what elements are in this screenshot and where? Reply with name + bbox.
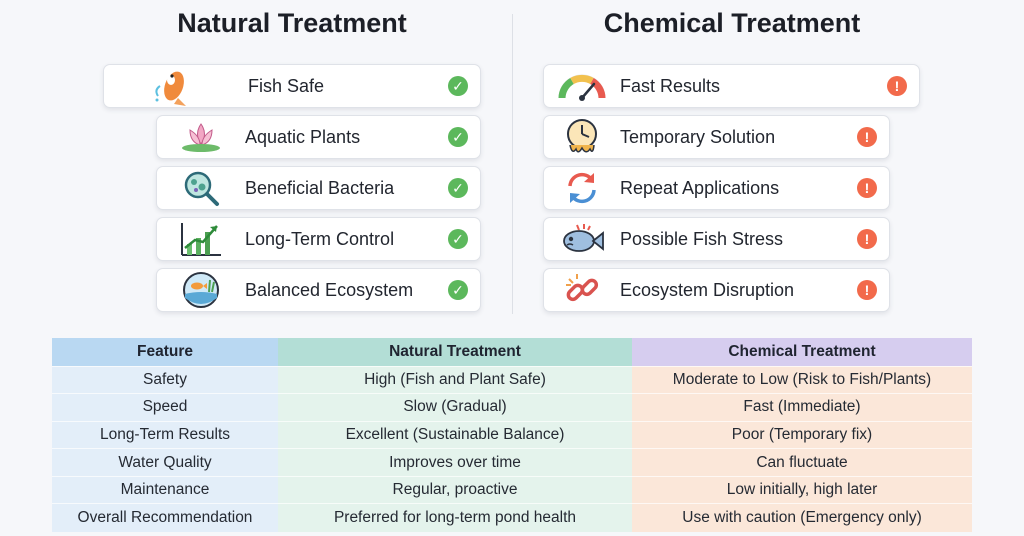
header-natural-treatment: Natural Treatment (278, 338, 632, 366)
feature-cell: Speed (52, 393, 278, 422)
melting-clock-icon (544, 116, 620, 158)
chemical-card-repeat-applications: Repeat Applications ! (543, 166, 890, 210)
chemical-card-ecosystem-disruption: Ecosystem Disruption ! (543, 268, 890, 312)
natural-cell: Preferred for long-term pond health (278, 503, 632, 532)
natural-cell: Excellent (Sustainable Balance) (278, 420, 632, 449)
chemical-cell: Low initially, high later (632, 475, 972, 504)
warning-circle-icon: ! (887, 76, 907, 96)
warning-circle-icon: ! (857, 280, 877, 300)
check-circle-icon: ✓ (448, 127, 468, 147)
table-row: Safety High (Fish and Plant Safe) Modera… (52, 365, 972, 394)
warning-circle-icon: ! (857, 229, 877, 249)
table-header-row: Feature Natural Treatment Chemical Treat… (52, 338, 972, 366)
table-row: Maintenance Regular, proactive Low initi… (52, 475, 972, 504)
feature-cell: Safety (52, 365, 278, 394)
natural-item-label: Long-Term Control (245, 228, 395, 249)
natural-item-label: Beneficial Bacteria (245, 177, 395, 198)
natural-card-aquatic-plants: Aquatic Plants ✓ (156, 115, 481, 159)
warning-circle-icon: ! (857, 178, 877, 198)
chemical-cell: Use with caution (Emergency only) (632, 503, 972, 532)
natural-cell: Improves over time (278, 448, 632, 477)
chemical-item-label: Temporary Solution (620, 126, 776, 147)
growth-chart-icon (157, 218, 245, 260)
header-chemical-treatment: Chemical Treatment (632, 338, 972, 366)
check-circle-icon: ✓ (448, 229, 468, 249)
stressed-fish-icon (544, 218, 620, 260)
natural-item-label: Aquatic Plants (245, 126, 361, 147)
chemical-treatment-heading: Chemical Treatment (603, 8, 861, 38)
chemical-card-temporary-solution: Temporary Solution ! (543, 115, 890, 159)
chemical-cell: Poor (Temporary fix) (632, 420, 972, 449)
chemical-cell: Moderate to Low (Risk to Fish/Plants) (632, 365, 972, 394)
check-circle-icon: ✓ (448, 76, 468, 96)
table-row: Speed Slow (Gradual) Fast (Immediate) (52, 393, 972, 422)
natural-card-fish-safe: Fish Safe ✓ (103, 64, 481, 108)
chemical-item-label: Repeat Applications (620, 177, 780, 198)
feature-cell: Water Quality (52, 448, 278, 477)
bacteria-magnifier-icon (157, 167, 245, 209)
table-row: Overall Recommendation Preferred for lon… (52, 503, 972, 532)
natural-card-beneficial-bacteria: Beneficial Bacteria ✓ (156, 166, 481, 210)
check-circle-icon: ✓ (448, 280, 468, 300)
feature-cell: Maintenance (52, 475, 278, 504)
chemical-card-fast-results: Fast Results ! (543, 64, 920, 108)
natural-treatment-heading: Natural Treatment (177, 8, 407, 38)
koi-fish-icon (104, 65, 244, 107)
comparison-table: Feature Natural Treatment Chemical Treat… (52, 338, 972, 532)
table-row: Water Quality Improves over time Can flu… (52, 448, 972, 477)
ecosystem-globe-icon (157, 269, 245, 311)
table-row: Long-Term Results Excellent (Sustainable… (52, 420, 972, 449)
chemical-cell: Can fluctuate (632, 448, 972, 477)
header-feature: Feature (52, 338, 278, 366)
natural-cell: Slow (Gradual) (278, 393, 632, 422)
feature-cell: Long-Term Results (52, 420, 278, 449)
column-divider (512, 14, 513, 314)
natural-cell: High (Fish and Plant Safe) (278, 365, 632, 394)
lotus-icon (157, 116, 245, 158)
natural-cell: Regular, proactive (278, 475, 632, 504)
chemical-item-label: Possible Fish Stress (620, 228, 784, 249)
chemical-card-possible-fish-stress: Possible Fish Stress ! (543, 217, 890, 261)
feature-cell: Overall Recommendation (52, 503, 278, 532)
chemical-cell: Fast (Immediate) (632, 393, 972, 422)
chemical-item-label: Ecosystem Disruption (620, 279, 795, 300)
natural-item-label: Balanced Ecosystem (245, 279, 414, 300)
speedometer-icon (544, 65, 620, 107)
check-circle-icon: ✓ (448, 178, 468, 198)
natural-card-balanced-ecosystem: Balanced Ecosystem ✓ (156, 268, 481, 312)
broken-chain-icon (544, 269, 620, 311)
chemical-item-label: Fast Results (620, 75, 721, 96)
natural-item-label: Fish Safe (248, 75, 325, 96)
warning-circle-icon: ! (857, 127, 877, 147)
repeat-arrows-icon (544, 167, 620, 209)
natural-card-long-term-control: Long-Term Control ✓ (156, 217, 481, 261)
